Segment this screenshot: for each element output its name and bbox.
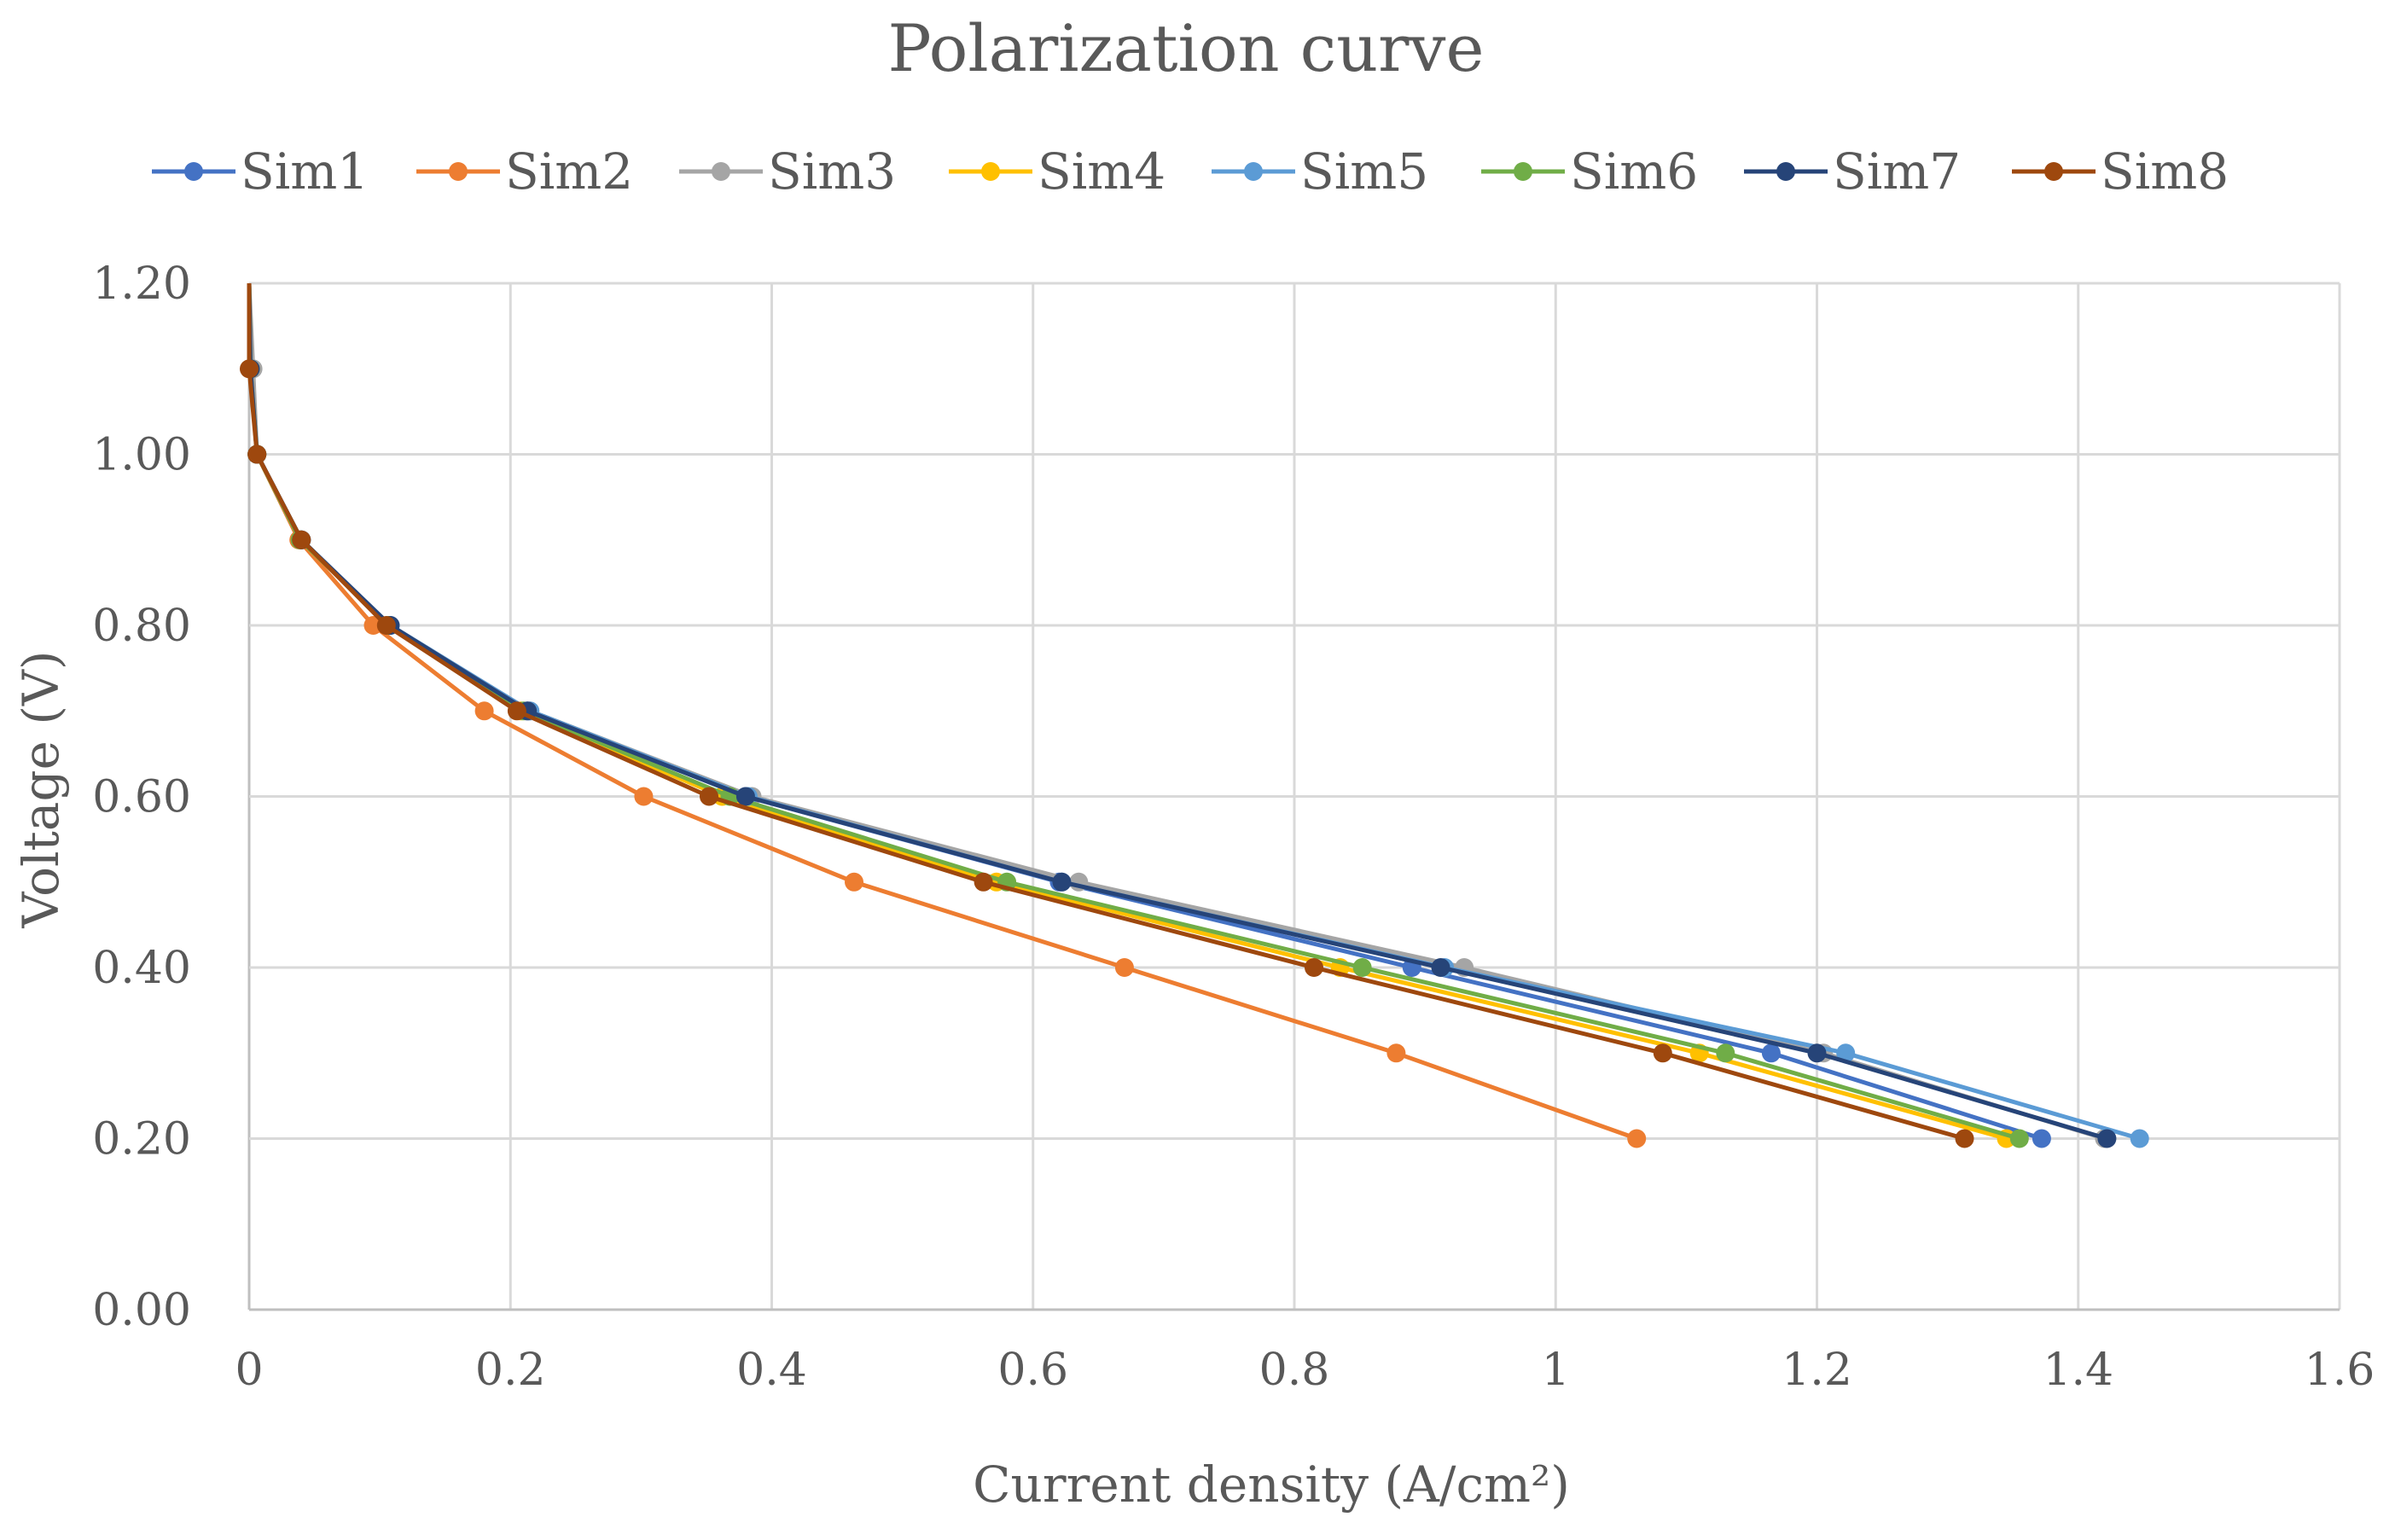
y-tick-label: 0.80 xyxy=(92,601,191,652)
legend-item-sim5: Sim5 xyxy=(1212,142,1428,200)
x-tick-label: 0.2 xyxy=(475,1345,546,1396)
data-point xyxy=(1653,1043,1672,1063)
legend-item-sim6: Sim6 xyxy=(1481,142,1698,200)
axis-ticks: 0 0.2 0.4 0.6 0.8 1 1.2 1.4 1.6 0.00 0.20 0.40 0.60 0… xyxy=(92,259,2375,1396)
legend-label: Sim7 xyxy=(1833,142,1961,200)
legend-label: Sim6 xyxy=(1570,142,1698,200)
x-tick-label: 0 xyxy=(235,1345,263,1396)
y-tick-label: 1.00 xyxy=(92,430,191,481)
data-point xyxy=(2032,1129,2051,1148)
legend-marker xyxy=(184,162,203,181)
data-point xyxy=(507,701,526,721)
legend: Sim1 Sim2 Sim3 Sim4 Sim5 Sim6 Sim7 Sim8 xyxy=(152,142,2229,200)
data-point xyxy=(634,787,654,806)
y-tick-label: 0.60 xyxy=(92,772,191,823)
data-point xyxy=(1836,1043,1856,1063)
x-tick-label: 0.6 xyxy=(997,1345,1068,1396)
y-tick-label: 0.40 xyxy=(92,943,191,994)
data-point xyxy=(700,787,718,806)
x-tick-label: 0.4 xyxy=(736,1345,807,1396)
legend-label: Sim1 xyxy=(241,142,369,200)
legend-marker xyxy=(981,162,1000,181)
legend-marker xyxy=(1514,162,1532,181)
y-tick-label: 1.20 xyxy=(92,259,191,310)
x-tick-label: 1 xyxy=(1542,1345,1570,1396)
legend-marker xyxy=(2044,162,2063,181)
data-point xyxy=(974,872,993,892)
legend-item-sim3: Sim3 xyxy=(679,142,896,200)
x-tick-label: 1.4 xyxy=(2043,1345,2113,1396)
data-point xyxy=(1807,1043,1827,1063)
data-point xyxy=(1052,872,1072,892)
legend-item-sim2: Sim2 xyxy=(416,142,633,200)
data-point xyxy=(1386,1043,1406,1063)
x-tick-label: 1.6 xyxy=(2305,1345,2375,1396)
legend-item-sim4: Sim4 xyxy=(949,142,1166,200)
data-point xyxy=(363,616,383,635)
y-axis-title: Voltage (V) xyxy=(12,651,70,929)
legend-marker xyxy=(1776,162,1795,181)
data-point xyxy=(376,616,396,635)
data-point xyxy=(1627,1129,1647,1148)
series-sim8 xyxy=(240,283,1974,1148)
legend-item-sim7: Sim7 xyxy=(1744,142,1961,200)
series-layer xyxy=(240,282,2149,1148)
chart-title: Polarization curve xyxy=(888,10,1485,86)
data-point xyxy=(735,787,755,806)
legend-label: Sim4 xyxy=(1038,142,1166,200)
x-tick-label: 1.2 xyxy=(1782,1345,1852,1396)
x-axis-title: Current density (A/cm²) xyxy=(973,1456,1570,1514)
legend-label: Sim2 xyxy=(505,142,633,200)
data-point xyxy=(1716,1043,1735,1063)
legend-marker xyxy=(449,162,468,181)
gridlines xyxy=(247,282,2341,1311)
data-point xyxy=(1955,1129,1974,1148)
legend-marker xyxy=(1244,162,1263,181)
y-tick-label: 0.20 xyxy=(92,1114,191,1165)
legend-label: Sim8 xyxy=(2101,142,2229,200)
legend-item-sim1: Sim1 xyxy=(152,142,369,200)
data-point xyxy=(2009,1129,2029,1148)
data-point xyxy=(292,530,311,549)
data-point xyxy=(247,445,267,464)
legend-label: Sim3 xyxy=(768,142,896,200)
data-point xyxy=(845,872,863,892)
data-point xyxy=(1305,958,1323,977)
data-point xyxy=(240,359,259,379)
legend-item-sim8: Sim8 xyxy=(2012,142,2229,200)
data-point xyxy=(1431,958,1450,977)
data-point xyxy=(1761,1043,1781,1063)
data-point xyxy=(474,701,494,721)
data-point xyxy=(1114,958,1134,977)
data-point xyxy=(1352,958,1372,977)
data-point xyxy=(2097,1129,2117,1148)
data-point xyxy=(2130,1129,2149,1148)
legend-marker xyxy=(712,162,730,181)
x-tick-label: 0.8 xyxy=(1259,1345,1330,1396)
legend-label: Sim5 xyxy=(1300,142,1428,200)
y-tick-label: 0.00 xyxy=(92,1285,191,1336)
